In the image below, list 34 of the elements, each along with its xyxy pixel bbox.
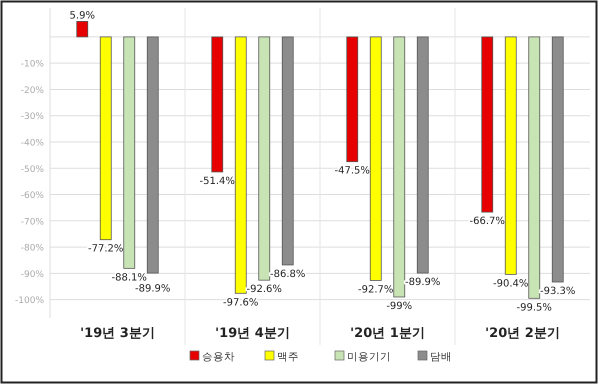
- legend-label: 담배: [430, 351, 452, 363]
- legend-label: 맥주: [277, 351, 299, 363]
- data-label: -86.8%: [270, 268, 306, 280]
- y-tick-label: -20%: [20, 86, 44, 96]
- data-label: -89.9%: [135, 283, 170, 294]
- data-label: -92.7%: [358, 284, 394, 296]
- x-tick-label: '19년 4분기: [215, 326, 290, 341]
- x-tick-label: '20년 2분기: [485, 326, 560, 341]
- legend-label: 승용차: [202, 351, 235, 363]
- y-tick-label: -100%: [15, 296, 44, 306]
- data-label: -90.4%: [493, 278, 528, 290]
- data-label: -92.6%: [246, 284, 282, 296]
- y-tick-label: -40%: [20, 138, 44, 148]
- data-label: -66.7%: [470, 216, 505, 228]
- y-tick-label: -70%: [20, 217, 44, 228]
- data-label: -88.1%: [112, 272, 147, 284]
- y-tick-label: -60%: [20, 191, 44, 202]
- data-label: -97.6%: [223, 297, 258, 308]
- data-label: 5.9%: [70, 10, 95, 22]
- data-label: -51.4%: [200, 176, 235, 187]
- data-label: -89.9%: [405, 277, 440, 288]
- y-tick-label: -90%: [20, 270, 44, 280]
- y-tick-label: -50%: [20, 164, 44, 175]
- data-label: -77.2%: [88, 244, 124, 255]
- x-tick-label: '20년 1분기: [350, 326, 425, 341]
- x-tick-label: '19년 3분기: [80, 326, 155, 341]
- data-label: -47.5%: [334, 166, 370, 177]
- data-label: -99%: [386, 300, 412, 312]
- data-label: -99.5%: [516, 302, 552, 314]
- legend-label: 미용기기: [347, 351, 391, 363]
- y-tick-label: -30%: [20, 112, 44, 122]
- y-tick-label: -10%: [20, 60, 44, 70]
- data-label: -93.3%: [540, 286, 576, 298]
- y-tick-label: -80%: [20, 244, 44, 254]
